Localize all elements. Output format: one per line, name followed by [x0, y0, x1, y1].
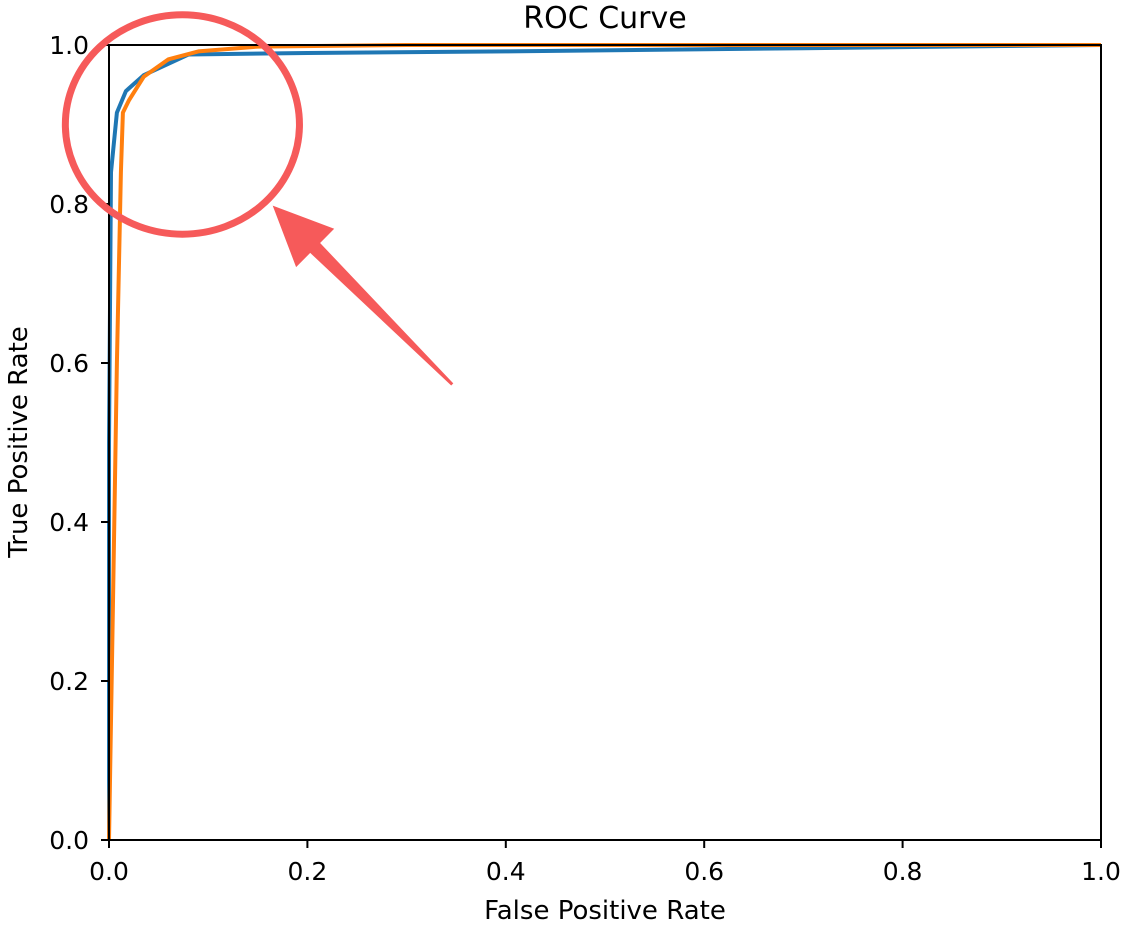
x-tick-label: 0.8: [883, 857, 923, 886]
chart-title: ROC Curve: [523, 1, 686, 36]
y-tick-label: 1.0: [49, 31, 89, 60]
y-axis-ticks: 0.0 0.2 0.4 0.6 0.8 1.0: [49, 31, 109, 855]
roc-series-line-2: [107, 43, 1101, 841]
y-tick-label: 0.2: [49, 667, 89, 696]
y-tick-label: 0.4: [49, 508, 89, 537]
x-axis-ticks: 0.0 0.2 0.4 0.6 0.8 1.0: [89, 840, 1121, 886]
x-axis-label: False Positive Rate: [484, 896, 726, 926]
y-tick-label: 0.8: [49, 190, 89, 219]
x-tick-label: 0.4: [486, 857, 526, 886]
highlight-arrow: [272, 205, 454, 386]
series-layer: [107, 43, 1102, 841]
x-tick-label: 0.6: [684, 857, 724, 886]
x-tick-label: 0.0: [89, 857, 129, 886]
plot-frame: [108, 44, 1102, 841]
highlight-annotation: [61, 11, 454, 386]
y-axis-label: True Positive Rate: [4, 326, 34, 559]
y-tick-label: 0.6: [49, 349, 89, 378]
y-tick-label: 0.0: [49, 826, 89, 855]
x-tick-label: 0.2: [288, 857, 328, 886]
x-tick-label: 1.0: [1081, 857, 1121, 886]
highlight-circle: [61, 11, 303, 238]
